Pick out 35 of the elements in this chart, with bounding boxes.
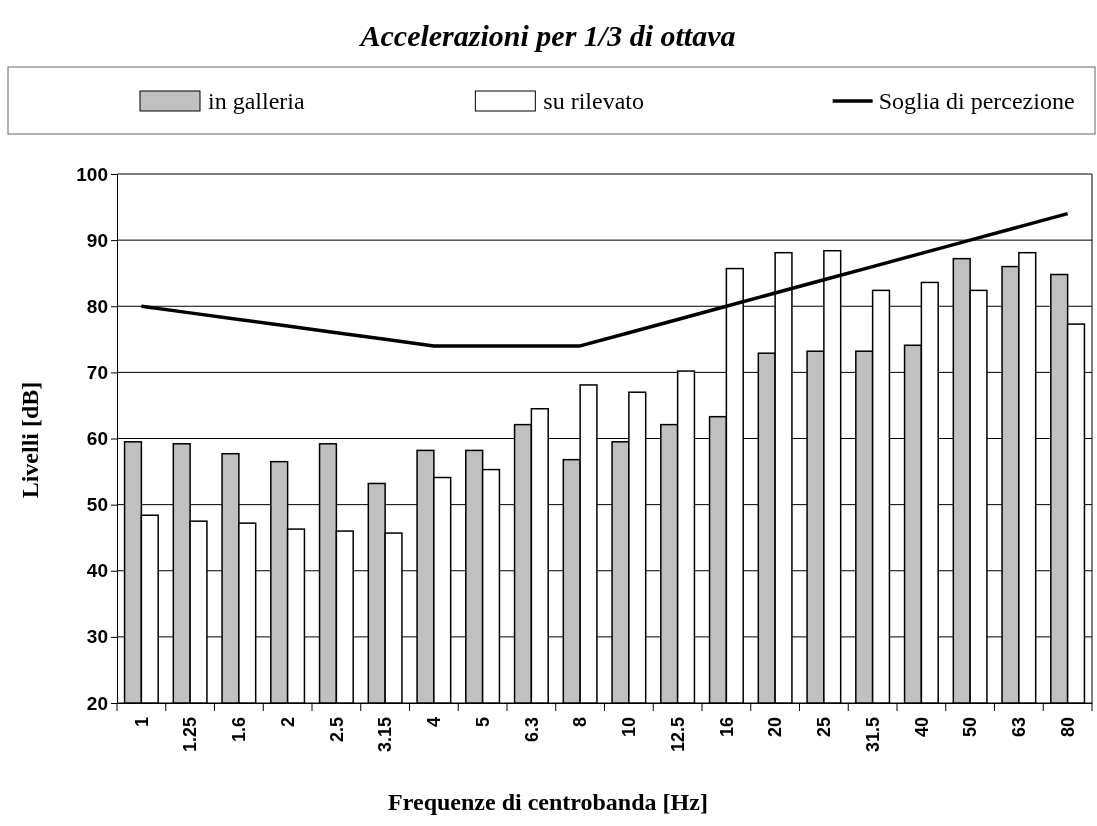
x-tick-label: 63 — [1009, 717, 1030, 738]
x-tick-label: 3.15 — [375, 717, 396, 753]
x-tick-label: 10 — [619, 717, 640, 738]
y-tick-label: 20 — [86, 692, 108, 714]
x-tick-label: 31.5 — [862, 717, 883, 753]
x-tick-label: 50 — [960, 717, 981, 738]
x-tick-label: 6.3 — [521, 717, 542, 743]
y-tick-label: 70 — [86, 361, 108, 383]
x-tick-label: 12.5 — [667, 717, 688, 753]
y-axis-title: Livelli [dB] — [17, 381, 43, 499]
x-axis-title: Frequenze di centrobanda [Hz] — [388, 789, 708, 815]
x-tick-label: 16 — [716, 717, 737, 738]
x-tick-label: 80 — [1057, 717, 1078, 738]
chart-title: Accelerazioni per 1/3 di ottava — [358, 19, 736, 52]
y-tick-label: 50 — [86, 494, 108, 516]
y-tick-label: 30 — [86, 626, 108, 648]
y-tick-label: 40 — [86, 560, 108, 582]
x-tick-label: 20 — [765, 717, 786, 738]
x-tick-label: 1 — [131, 717, 152, 728]
x-tick-label: 40 — [911, 717, 932, 738]
x-tick-label: 1.6 — [229, 717, 250, 743]
y-tick-label: 90 — [86, 229, 108, 251]
y-tick-label: 80 — [86, 295, 108, 317]
legend-label: in galleria — [208, 88, 305, 115]
legend-label: Soglia di percezione — [878, 88, 1075, 115]
x-tick-label: 8 — [570, 717, 591, 728]
y-tick-label: 60 — [86, 428, 108, 450]
x-tick-label: 2 — [277, 717, 298, 728]
x-tick-label: 4 — [424, 717, 445, 728]
x-tick-label: 1.25 — [180, 717, 201, 753]
x-tick-label: 5 — [472, 717, 493, 728]
x-tick-label: 25 — [814, 717, 835, 738]
x-tick-label: 2.5 — [326, 717, 347, 743]
y-tick-label: 100 — [76, 163, 108, 185]
legend-label: su rilevato — [543, 88, 644, 115]
